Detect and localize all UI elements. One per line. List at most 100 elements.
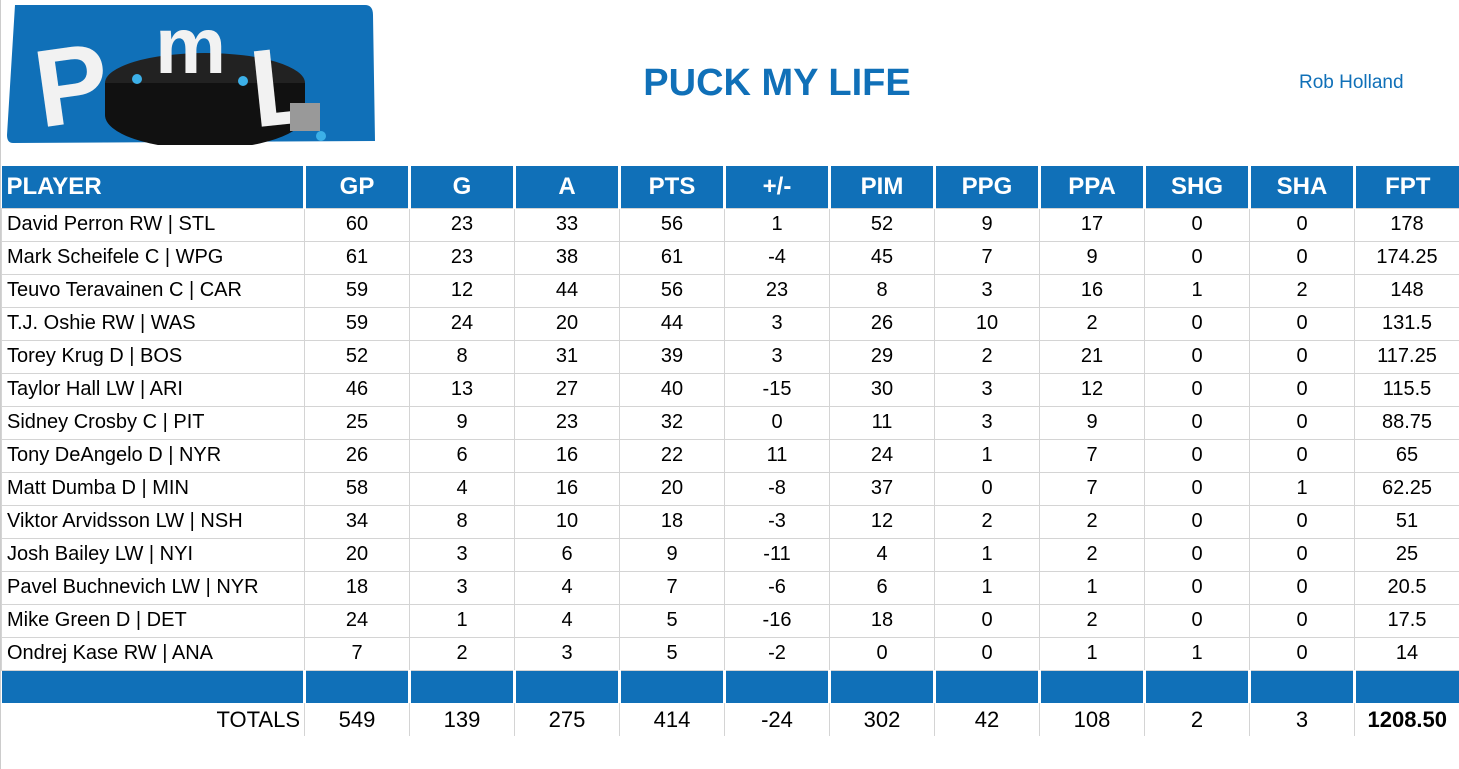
stat-cell: 4: [829, 537, 935, 572]
stat-cell: 56: [619, 207, 725, 242]
page-title: PUCK MY LIFE: [643, 62, 911, 104]
svg-text:m: m: [155, 3, 226, 90]
stat-cell: 30: [829, 372, 935, 407]
stat-cell: 0: [1249, 537, 1355, 572]
stat-cell: -2: [724, 636, 830, 671]
stat-cell: 0: [724, 405, 830, 440]
column-header: PPA: [1038, 166, 1145, 208]
player-name: Torey Krug D | BOS: [1, 339, 305, 374]
stat-cell: 0: [1144, 570, 1250, 605]
stat-cell: 23: [409, 207, 515, 242]
table-row: Sidney Crosby C | PIT 25 9 23 32 0 11 3 9 0 0 88.75: [1, 405, 1459, 440]
total-cell: 139: [409, 703, 515, 736]
stat-cell: -3: [724, 504, 830, 539]
stat-cell: 9: [409, 405, 515, 440]
stat-cell: 3: [934, 405, 1040, 440]
stat-cell: 1: [1039, 636, 1145, 671]
total-cell: 414: [619, 703, 725, 736]
stat-cell: 24: [829, 438, 935, 473]
stat-cell: 0: [829, 636, 935, 671]
stat-cell: 0: [1144, 207, 1250, 242]
stat-cell: 37: [829, 471, 935, 506]
stat-cell: 0: [1249, 636, 1355, 671]
stat-cell: 0: [1249, 207, 1355, 242]
stat-cell: 23: [409, 240, 515, 275]
stat-cell: 52: [304, 339, 410, 374]
stat-cell: 20.5: [1354, 570, 1459, 605]
separator-cell: [723, 670, 830, 703]
stat-cell: 46: [304, 372, 410, 407]
total-cell: 549: [304, 703, 410, 736]
stat-cell: 20: [304, 537, 410, 572]
stat-cell: 33: [514, 207, 620, 242]
stat-cell: 4: [514, 603, 620, 638]
stat-cell: 16: [514, 471, 620, 506]
column-header: FPT: [1353, 166, 1459, 208]
stat-cell: 0: [1144, 405, 1250, 440]
stat-cell: 2: [409, 636, 515, 671]
separator-cell: [1143, 670, 1250, 703]
table-row: Torey Krug D | BOS 52 8 31 39 3 29 2 21 0 0 117.25: [1, 339, 1459, 374]
stat-cell: 3: [724, 306, 830, 341]
stat-cell: 0: [1144, 471, 1250, 506]
stat-cell: 18: [829, 603, 935, 638]
stat-cell: 20: [514, 306, 620, 341]
table-row: Pavel Buchnevich LW | NYR 18 3 4 7 -6 6 1 1 0 0 20.…: [1, 570, 1459, 605]
stat-cell: 1: [934, 537, 1040, 572]
player-name: Teuvo Teravainen C | CAR: [1, 273, 305, 308]
table-row: Ondrej Kase RW | ANA 7 2 3 5 -2 0 0 1 1 0 14: [1, 636, 1459, 671]
player-name: Matt Dumba D | MIN: [1, 471, 305, 506]
stat-cell: 59: [304, 306, 410, 341]
stat-cell: 14: [1354, 636, 1459, 671]
player-name: David Perron RW | STL: [1, 207, 305, 242]
player-name: T.J. Oshie RW | WAS: [1, 306, 305, 341]
stat-cell: 7: [1039, 438, 1145, 473]
stat-cell: 18: [304, 570, 410, 605]
stat-cell: 3: [934, 372, 1040, 407]
table-row: Matt Dumba D | MIN 58 4 16 20 -8 37 0 7 0 1 62.25: [1, 471, 1459, 506]
stat-cell: 62.25: [1354, 471, 1459, 506]
stat-cell: 38: [514, 240, 620, 275]
stat-cell: 8: [409, 504, 515, 539]
stat-cell: 2: [1039, 603, 1145, 638]
stat-cell: 1: [724, 207, 830, 242]
stat-cell: 4: [514, 570, 620, 605]
stat-cell: 17.5: [1354, 603, 1459, 638]
table-row: Mike Green D | DET 24 1 4 5 -16 18 0 2 0 0 17.5: [1, 603, 1459, 638]
column-header: +/-: [723, 166, 830, 208]
stat-cell: 8: [409, 339, 515, 374]
stat-cell: 39: [619, 339, 725, 374]
stat-cell: 58: [304, 471, 410, 506]
separator-cell: [828, 670, 935, 703]
stat-cell: 31: [514, 339, 620, 374]
stat-cell: 0: [1249, 240, 1355, 275]
stat-cell: 65: [1354, 438, 1459, 473]
player-name: Tony DeAngelo D | NYR: [1, 438, 305, 473]
separator-cell: [1038, 670, 1145, 703]
stat-cell: 148: [1354, 273, 1459, 308]
total-cell: 108: [1039, 703, 1145, 736]
stat-cell: 2: [1039, 537, 1145, 572]
separator-cell: [1248, 670, 1355, 703]
stat-cell: 12: [1039, 372, 1145, 407]
totals-label: TOTALS: [216, 706, 300, 732]
stat-cell: 1: [1144, 636, 1250, 671]
stat-cell: 6: [514, 537, 620, 572]
total-cell: 1208.50: [1354, 703, 1459, 736]
stat-cell: 22: [619, 438, 725, 473]
stat-cell: 0: [1144, 339, 1250, 374]
stat-cell: 6: [409, 438, 515, 473]
stat-cell: 0: [1249, 570, 1355, 605]
stat-cell: 2: [1039, 306, 1145, 341]
stat-cell: 25: [1354, 537, 1459, 572]
stat-cell: 3: [409, 537, 515, 572]
player-name: Taylor Hall LW | ARI: [1, 372, 305, 407]
stat-cell: 20: [619, 471, 725, 506]
stat-cell: 13: [409, 372, 515, 407]
stat-cell: 61: [304, 240, 410, 275]
stat-cell: 0: [1144, 240, 1250, 275]
stat-cell: 1: [934, 570, 1040, 605]
stat-cell: 115.5: [1354, 372, 1459, 407]
totals-row: TOTALS 549 139 275 414 -24 302 42 108 2 3 1208.50: [2, 703, 1459, 736]
player-name: Josh Bailey LW | NYI: [1, 537, 305, 572]
